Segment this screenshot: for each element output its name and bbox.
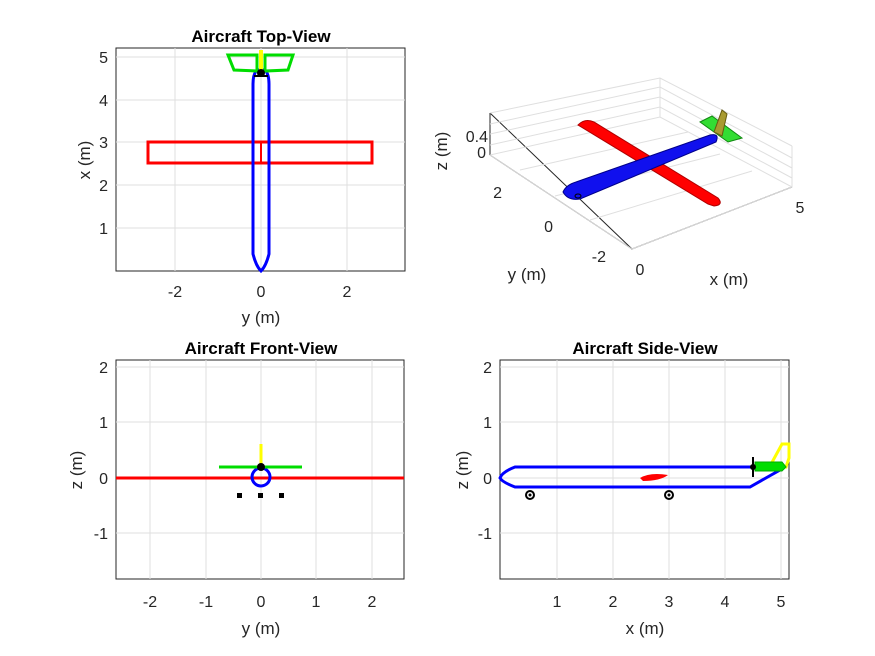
side-view-ytick-2: 1 bbox=[483, 415, 492, 432]
front-view-ytick-1: 0 bbox=[99, 471, 108, 488]
side-view-horizontal-tail bbox=[754, 461, 787, 472]
3d-view-ytick-1: 0 bbox=[544, 219, 553, 236]
top-view-ytick-0: 1 bbox=[99, 221, 108, 238]
side-view-title: Aircraft Side-View bbox=[572, 339, 718, 358]
top-view-horizontal-tail bbox=[225, 53, 296, 73]
front-view-xtick-3: 1 bbox=[312, 594, 321, 611]
front-view-gear-markers bbox=[237, 493, 284, 498]
top-view-xlabel: y (m) bbox=[242, 308, 281, 327]
top-view-xtick-0: -2 bbox=[168, 284, 182, 301]
front-view-title: Aircraft Front-View bbox=[185, 339, 338, 358]
front-view-xtick-2: 0 bbox=[257, 594, 266, 611]
front-view-ytick-0: -1 bbox=[94, 526, 108, 543]
front-view-ytick-3: 2 bbox=[99, 360, 108, 377]
top-view-fuselage bbox=[251, 68, 271, 274]
3d-view-ylabel: y (m) bbox=[508, 265, 547, 284]
side-view-xtick-2: 3 bbox=[665, 594, 674, 611]
side-view-grid bbox=[500, 360, 789, 579]
3d-view-fuselage bbox=[562, 134, 718, 200]
side-view-wing bbox=[640, 474, 668, 481]
side-view-xtick-0: 1 bbox=[553, 594, 562, 611]
side-view-ytick-1: 0 bbox=[483, 471, 492, 488]
panel-3d-view: 0 5 -2 0 2 0 0.4 x (m) y (m) z (m) bbox=[432, 77, 805, 289]
3d-view-vertical-tail bbox=[713, 109, 728, 137]
side-view-xtick-1: 2 bbox=[609, 594, 618, 611]
3d-view-ytick-2: 2 bbox=[493, 185, 502, 202]
3d-view-xtick-1: 5 bbox=[796, 200, 805, 217]
3d-view-ztick-0: 0 bbox=[477, 145, 486, 162]
3d-view-gear-marker bbox=[574, 193, 582, 199]
top-view-title: Aircraft Top-View bbox=[191, 27, 331, 46]
front-view-xtick-0: -2 bbox=[143, 594, 157, 611]
panel-side-view: 1 2 3 4 5 -1 0 1 2 Aircraft Side-View x … bbox=[453, 339, 791, 638]
top-view-ytick-2: 3 bbox=[99, 135, 108, 152]
front-view-xtick-1: -1 bbox=[199, 594, 213, 611]
panel-front-view: -2 -1 0 1 2 -1 0 1 2 Aircraft Front-View… bbox=[67, 339, 405, 638]
panel-top-view: -2 0 2 1 2 3 4 5 Aircraft Top-View y (m)… bbox=[75, 27, 406, 327]
side-view-cg-marker bbox=[750, 464, 756, 470]
front-view-xtick-4: 2 bbox=[368, 594, 377, 611]
3d-view-ytick-0: -2 bbox=[592, 249, 606, 266]
top-view-xtick-2: 2 bbox=[343, 284, 352, 301]
3d-view-xtick-0: 0 bbox=[636, 262, 645, 279]
side-view-ytick-3: 2 bbox=[483, 360, 492, 377]
top-view-ytick-1: 2 bbox=[99, 178, 108, 195]
front-view-ylabel: z (m) bbox=[67, 451, 86, 490]
side-view-ytick-0: -1 bbox=[478, 526, 492, 543]
side-view-xtick-3: 4 bbox=[721, 594, 730, 611]
side-view-fuselage bbox=[498, 465, 782, 489]
3d-view-ztick-1: 0.4 bbox=[466, 129, 488, 146]
top-view-ytick-3: 4 bbox=[99, 93, 108, 110]
top-view-ytick-4: 5 bbox=[99, 50, 108, 67]
side-view-ylabel: z (m) bbox=[453, 451, 472, 490]
3d-view-zlabel: z (m) bbox=[432, 132, 451, 171]
front-view-ytick-2: 1 bbox=[99, 415, 108, 432]
side-view-gear-markers bbox=[525, 490, 674, 500]
side-view-axes bbox=[499, 359, 790, 580]
side-view-xtick-4: 5 bbox=[777, 594, 786, 611]
top-view-xtick-1: 0 bbox=[257, 284, 266, 301]
front-view-xlabel: y (m) bbox=[242, 619, 281, 638]
side-view-xlabel: x (m) bbox=[626, 619, 665, 638]
front-view-cg-marker bbox=[257, 463, 265, 471]
3d-view-xlabel: x (m) bbox=[710, 270, 749, 289]
top-view-ylabel: x (m) bbox=[75, 141, 94, 180]
